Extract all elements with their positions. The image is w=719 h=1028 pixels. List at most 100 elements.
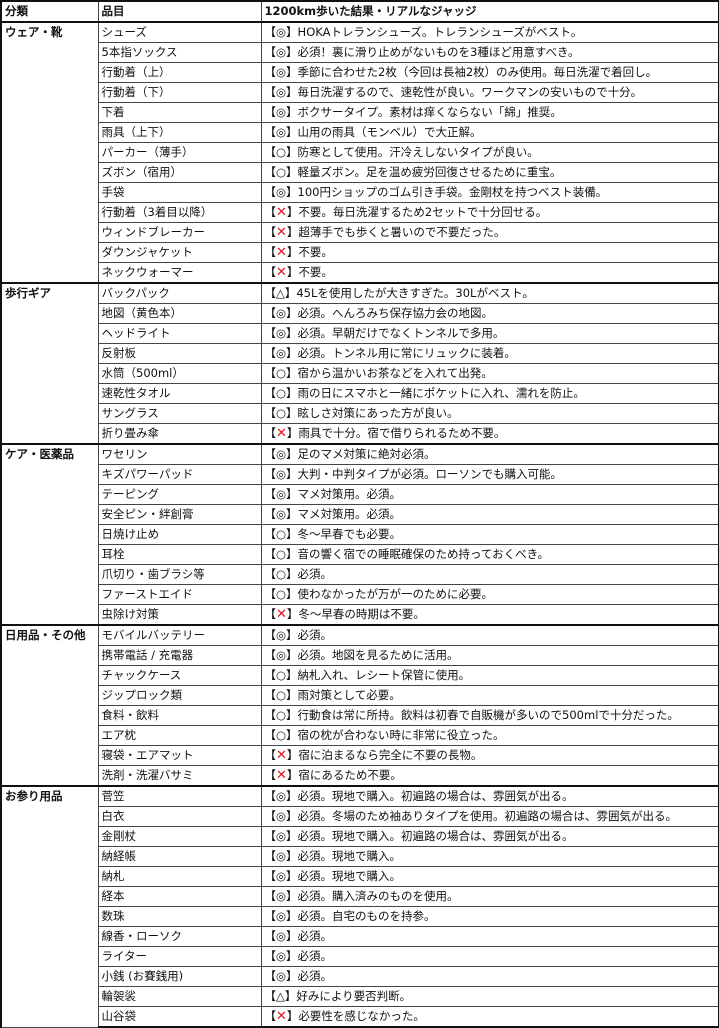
- judgement-cell: 【◎】必須。冬場のため袖ありタイプを使用。初遍路の場合は、雰囲気が出る。: [260, 806, 719, 827]
- table-row: 白衣 【◎】必須。冬場のため袖ありタイプを使用。初遍路の場合は、雰囲気が出る。: [1, 806, 719, 827]
- bracket-open: 【: [264, 205, 277, 219]
- item-cell: 5本指ソックス: [97, 42, 262, 63]
- judgement-cell: 【○】宿から温かいお茶などを入れて出発。: [260, 363, 719, 384]
- judgement-cell: 【◎】必須。早朝だけでなくトンネルで多用。: [260, 323, 719, 344]
- bracket-open: 【: [264, 829, 277, 843]
- item-cell: パーカー（薄手）: [97, 142, 262, 163]
- judgement-cell: 【◎】必須！裏に滑り止めがないものを3種ほど用意すべき。: [260, 42, 719, 63]
- item-cell: 雨具（上下）: [97, 122, 262, 143]
- bracket-open: 【: [264, 708, 277, 722]
- item-cell: 菅笠: [97, 785, 262, 807]
- double-circle-mark: ◎: [276, 809, 287, 823]
- bracket-close: 】: [286, 185, 298, 199]
- judgement-note: 必須。トンネル用に常にリュックに装着。: [297, 346, 516, 360]
- bracket-open: 【: [264, 45, 277, 59]
- bracket-open: 【: [264, 326, 277, 340]
- bracket-close: 】: [286, 869, 298, 883]
- category-cell: 歩行ギア: [0, 282, 99, 445]
- table-row: 5本指ソックス 【◎】必須！裏に滑り止めがないものを3種ほど用意すべき。: [1, 42, 719, 63]
- judgement-note: 必須。現地で購入。: [297, 869, 402, 883]
- judgement-note: 45Lを使用したが大きすぎた。30Lがベスト。: [296, 286, 534, 300]
- table-row: 携帯電話 / 充電器 【◎】必須。地図を見るために活用。: [1, 645, 719, 666]
- category-cell: お参り用品: [0, 785, 99, 1028]
- table-row: 金剛杖 【◎】必須。現地で購入。初遍路の場合は、雰囲気が出る。: [1, 826, 719, 847]
- double-circle-mark: ◎: [276, 306, 287, 320]
- table-row: 速乾性タオル 【○】雨の日にスマホと一緒にポケットに入れ、濡れを防止。: [1, 383, 719, 404]
- judgement-cell: 【○】音の響く宿での睡眠確保のため持っておくべき。: [260, 544, 719, 565]
- bracket-close: 】: [284, 286, 297, 300]
- bracket-close: 】: [286, 708, 298, 722]
- table-row: 経本 【◎】必須。購入済みのものを使用。: [1, 886, 719, 907]
- judgement-note: 宿にあるため不要。: [298, 768, 402, 782]
- table-row: ウィンドブレーカー 【✕】超薄手でも歩くと暑いので不要だった。: [1, 222, 719, 243]
- bracket-open: 【: [264, 225, 277, 239]
- double-circle-mark: ◎: [276, 125, 287, 139]
- item-cell: 行動着（下）: [97, 82, 262, 103]
- item-cell: 日焼け止め: [97, 524, 262, 545]
- bracket-close: 】: [286, 929, 298, 943]
- judgement-cell: 【◎】ボクサータイプ。素材は痒くならない「綿」推奨。: [260, 102, 719, 123]
- bracket-open: 【: [264, 789, 277, 803]
- cross-mark-icon: ✕: [276, 205, 287, 220]
- double-circle-mark: ◎: [276, 789, 287, 803]
- item-cell: 安全ピン・絆創膏: [97, 504, 262, 525]
- double-circle-mark: ◎: [276, 628, 287, 642]
- table-row: ジップロック類 【○】雨対策として必要。: [1, 685, 719, 706]
- item-cell: ズボン（宿用）: [97, 162, 262, 183]
- cross-mark-icon: ✕: [276, 607, 287, 622]
- bracket-close: 】: [286, 829, 298, 843]
- table-row: ファーストエイド 【○】使わなかったが万が一のために必要。: [1, 584, 719, 605]
- bracket-close: 】: [286, 467, 298, 481]
- item-cell: ダウンジャケット: [97, 242, 262, 263]
- circle-mark: ○: [276, 406, 287, 420]
- judgement-cell: 【◎】マメ対策用。必須。: [260, 504, 719, 525]
- item-cell: テーピング: [97, 484, 262, 505]
- judgement-cell: 【◎】必須。現地で購入。初遍路の場合は、雰囲気が出る。: [260, 785, 719, 807]
- item-cell: エア枕: [97, 725, 262, 746]
- item-cell: 輪袈裟: [97, 986, 262, 1007]
- judgement-note: 100円ショップのゴム引き手袋。金剛杖を持つベスト装備。: [297, 185, 608, 199]
- judgement-note: 不要。: [298, 265, 333, 279]
- item-cell: 下着: [97, 102, 262, 123]
- bracket-open: 【: [264, 245, 277, 259]
- item-cell: ライター: [97, 946, 262, 967]
- judgement-cell: 【◎】マメ対策用。必須。: [260, 484, 719, 505]
- item-cell: 経本: [97, 886, 262, 907]
- bracket-close: 】: [286, 85, 298, 99]
- bracket-open: 【: [264, 467, 277, 481]
- table-row: 下着 【◎】ボクサータイプ。素材は痒くならない「綿」推奨。: [1, 102, 719, 123]
- header-category: 分類: [0, 0, 99, 23]
- table-row: 日焼け止め 【○】冬〜早春でも必要。: [1, 524, 719, 545]
- item-cell: シューズ: [97, 21, 262, 43]
- judgement-note: 雨の日にスマホと一緒にポケットに入れ、濡れを防止。: [297, 386, 585, 400]
- double-circle-mark: ◎: [276, 869, 287, 883]
- table-row: 耳栓 【○】音の響く宿での睡眠確保のため持っておくべき。: [1, 544, 719, 565]
- bracket-close: 】: [286, 969, 298, 983]
- table-row: ウェア・靴 シューズ 【◎】HOKAトレランシューズ。トレランシューズがベスト。: [0, 21, 719, 284]
- bracket-open: 【: [264, 185, 277, 199]
- item-cell: 線香・ローソク: [97, 926, 262, 947]
- bracket-close: 】: [286, 567, 298, 581]
- item-cell: ファーストエイド: [97, 584, 262, 605]
- table-row: チャックケース 【○】納札入れ、レシート保管に使用。: [1, 665, 719, 686]
- circle-mark: ○: [276, 366, 287, 380]
- table-row: 日用品・その他 モバイルバッテリー 【◎】必須。: [0, 624, 719, 787]
- table-row: 歩行ギア バックパック 【△】45Lを使用したが大きすぎた。30Lがベスト。: [0, 282, 719, 445]
- table-row: 虫除け対策 【✕】冬〜早春の時期は不要。: [1, 604, 719, 626]
- judgement-note: 眩しさ対策にあった方が良い。: [297, 406, 459, 420]
- judgement-note: 宿に泊まるなら完全に不要の長物。: [298, 748, 483, 762]
- item-cell: 水筒（500ml）: [97, 363, 262, 384]
- item-cell: 携帯電話 / 充電器: [97, 645, 262, 666]
- circle-mark: ○: [276, 688, 287, 702]
- category-cell: 日用品・その他: [0, 624, 99, 787]
- bracket-close: 】: [286, 849, 298, 863]
- item-cell: 洗剤・洗濯バサミ: [97, 765, 262, 787]
- judgement-note: 行動食は常に所持。飲料は初春で自販機が多いので500mlで十分だった。: [297, 708, 679, 722]
- item-cell: 小銭 (お賽銭用): [97, 966, 262, 987]
- table-row: 寝袋・エアマット 【✕】宿に泊まるなら完全に不要の長物。: [1, 745, 719, 766]
- bracket-close: 】: [286, 426, 299, 440]
- table-row: 線香・ローソク 【◎】必須。: [1, 926, 719, 947]
- judgement-note: 宿の枕が合わない時に非常に役立った。: [297, 728, 505, 742]
- circle-mark: ○: [276, 165, 287, 179]
- bracket-close: 】: [286, 949, 298, 963]
